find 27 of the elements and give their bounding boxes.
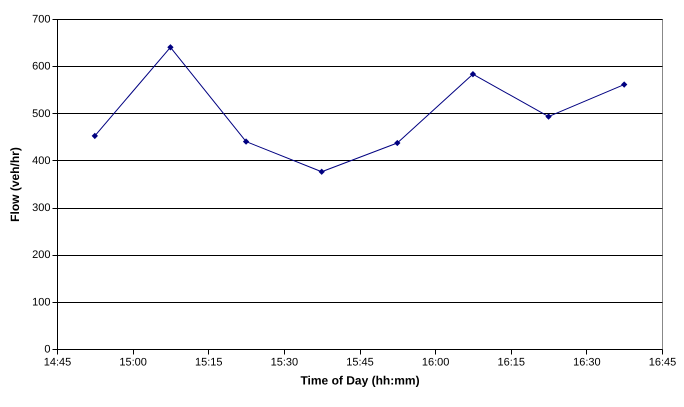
y-tick-label: 700 <box>32 14 50 26</box>
point <box>470 70 476 78</box>
point <box>242 138 250 145</box>
x-tick-label: 15:15 <box>194 356 223 368</box>
y-tick-label: 400 <box>32 154 50 167</box>
x-tick-label: 16:15 <box>497 356 526 368</box>
y-tick-label: 200 <box>32 249 50 262</box>
point <box>167 44 174 50</box>
x-tick-label: 16:45 <box>648 356 676 368</box>
y-tick-label: 0 <box>44 344 50 356</box>
x-tick-label: 16:00 <box>422 356 450 368</box>
point <box>545 113 552 120</box>
y-axis-title: Flow (veh/hr) <box>8 147 22 222</box>
point <box>92 132 98 140</box>
point <box>621 81 628 88</box>
point <box>318 168 325 175</box>
x-tick-label: 16:30 <box>573 356 601 368</box>
y-tick-label: 600 <box>32 60 50 73</box>
y-tick-label: 100 <box>32 296 50 308</box>
y-tick-label: 300 <box>32 202 50 214</box>
x-tick-label: 15:30 <box>270 356 298 368</box>
x-axis-title: Time of Day (hh:mm) <box>300 374 420 388</box>
x-tick-label: 14:45 <box>44 356 72 368</box>
x-tick-label: 15:00 <box>119 356 147 368</box>
x-tick-label: 15:45 <box>346 356 374 368</box>
point <box>394 140 400 146</box>
y-tick-label: 500 <box>32 108 50 120</box>
